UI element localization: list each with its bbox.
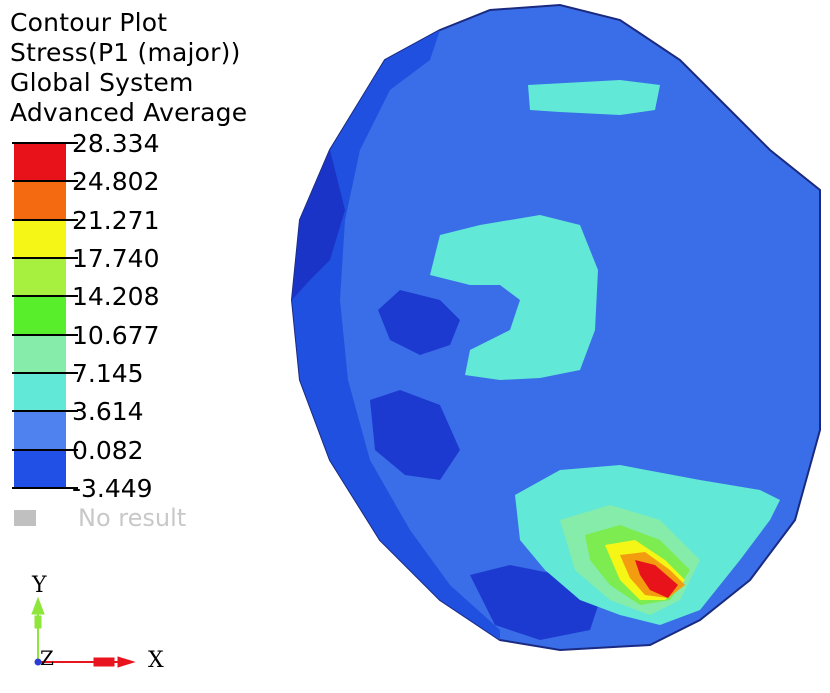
legend-tick <box>12 295 78 298</box>
no-result-swatch <box>14 510 36 526</box>
legend-value: 10.677 <box>72 320 160 350</box>
legend-swatch <box>14 295 66 334</box>
z-axis-label: Z <box>40 646 54 670</box>
contour-legend: 28.334 24.802 21.271 17.740 14.208 10.67… <box>12 130 272 503</box>
dark-rim-region <box>292 30 500 640</box>
dark-patch-lower <box>370 390 460 480</box>
legend-swatch <box>14 333 66 372</box>
dark-patch-upper <box>292 150 345 300</box>
legend-tick <box>12 142 78 144</box>
plot-type-title: Contour Plot <box>10 8 168 37</box>
coordinate-system-label: Global System <box>10 68 194 97</box>
legend-color-bar <box>14 142 66 487</box>
legend-swatch <box>14 142 66 181</box>
legend-swatch <box>14 448 66 487</box>
legend-value: 14.208 <box>72 282 160 312</box>
legend-value: 21.271 <box>72 205 160 235</box>
legend-swatch <box>14 257 66 296</box>
triad-axes <box>31 596 136 668</box>
result-type-label: Stress(P1 (major)) <box>10 38 241 67</box>
legend-value: 0.082 <box>72 435 144 465</box>
no-result-legend-entry: No result <box>14 503 186 533</box>
legend-value: -3.449 <box>72 474 153 503</box>
legend-tick <box>12 487 78 489</box>
legend-tick <box>12 180 78 183</box>
x-axis-arrowhead <box>117 656 136 668</box>
legend-tick <box>12 410 78 413</box>
y-axis-arrowhead <box>31 596 45 615</box>
legend-swatch <box>14 180 66 219</box>
coordinate-triad: Y Z X <box>0 560 200 689</box>
z-axis-dot <box>34 658 42 666</box>
cyan-region-top <box>528 80 660 115</box>
legend-swatch <box>14 410 66 449</box>
legend-tick <box>12 257 78 259</box>
legend-tick <box>12 448 78 451</box>
averaging-method-label: Advanced Average <box>10 98 248 127</box>
red-hotspot <box>635 560 678 598</box>
no-result-label: No result <box>78 504 187 532</box>
legend-swatch <box>14 218 66 257</box>
legend-value: 3.614 <box>72 397 144 427</box>
legend-tick <box>12 333 78 336</box>
legend-value: 28.334 <box>72 129 160 158</box>
legend-value: 7.145 <box>72 359 144 388</box>
legend-swatch <box>14 372 66 411</box>
contour-plot-header: Contour Plot Stress(P1 (major)) Global S… <box>10 8 340 128</box>
x-axis-label: X <box>148 648 164 673</box>
dark-patch-middle <box>378 290 460 355</box>
legend-tick <box>12 372 78 374</box>
legend-value: 17.740 <box>72 244 160 273</box>
legend-tick <box>12 218 78 221</box>
legend-value: 24.802 <box>72 167 160 197</box>
cyan-region-center <box>430 215 598 380</box>
y-axis-cone <box>34 615 42 629</box>
y-axis-label: Y <box>32 573 47 598</box>
x-axis-cone <box>93 657 115 667</box>
